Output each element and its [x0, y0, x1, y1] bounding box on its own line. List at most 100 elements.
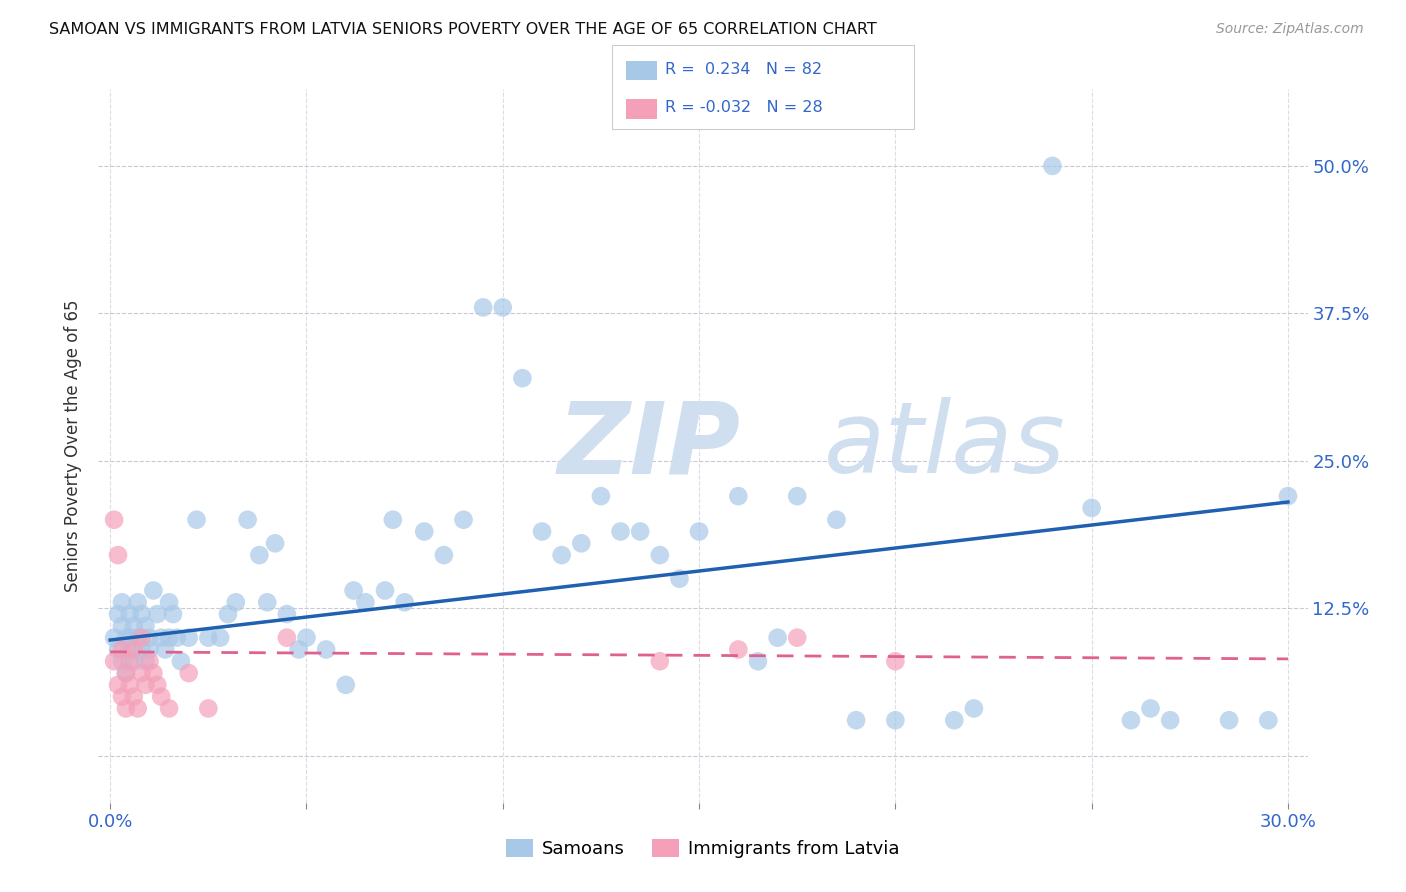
- Samoans: [118, 607, 141, 621]
- Immigrants from Latvia: [103, 654, 125, 668]
- Samoans: [217, 607, 239, 621]
- Samoans: [122, 654, 145, 668]
- Immigrants from Latvia: [135, 678, 157, 692]
- Samoans: [1257, 713, 1279, 727]
- Immigrants from Latvia: [884, 654, 907, 668]
- Immigrants from Latvia: [118, 678, 141, 692]
- Samoans: [256, 595, 278, 609]
- Text: R = -0.032   N = 28: R = -0.032 N = 28: [665, 101, 823, 115]
- Samoans: [342, 583, 364, 598]
- Samoans: [472, 301, 495, 315]
- Samoans: [335, 678, 357, 692]
- Samoans: [531, 524, 554, 539]
- Samoans: [433, 548, 456, 562]
- Samoans: [727, 489, 749, 503]
- Samoans: [884, 713, 907, 727]
- Text: SAMOAN VS IMMIGRANTS FROM LATVIA SENIORS POVERTY OVER THE AGE OF 65 CORRELATION : SAMOAN VS IMMIGRANTS FROM LATVIA SENIORS…: [49, 22, 877, 37]
- Samoans: [845, 713, 868, 727]
- Samoans: [111, 595, 134, 609]
- Immigrants from Latvia: [118, 654, 141, 668]
- Samoans: [381, 513, 404, 527]
- Samoans: [138, 631, 160, 645]
- Samoans: [142, 583, 165, 598]
- Immigrants from Latvia: [111, 642, 134, 657]
- Samoans: [628, 524, 651, 539]
- Immigrants from Latvia: [197, 701, 219, 715]
- Samoans: [150, 631, 173, 645]
- Text: R =  0.234   N = 82: R = 0.234 N = 82: [665, 62, 823, 77]
- Samoans: [264, 536, 287, 550]
- Samoans: [118, 631, 141, 645]
- Samoans: [413, 524, 436, 539]
- Samoans: [766, 631, 789, 645]
- Samoans: [1159, 713, 1181, 727]
- Immigrants from Latvia: [177, 666, 200, 681]
- Samoans: [162, 607, 184, 621]
- Samoans: [315, 642, 337, 657]
- Samoans: [131, 642, 153, 657]
- Samoans: [668, 572, 690, 586]
- Samoans: [512, 371, 534, 385]
- Samoans: [569, 536, 592, 550]
- Immigrants from Latvia: [122, 642, 145, 657]
- Samoans: [153, 642, 176, 657]
- Immigrants from Latvia: [138, 654, 160, 668]
- Samoans: [394, 595, 416, 609]
- Samoans: [295, 631, 318, 645]
- Samoans: [354, 595, 377, 609]
- Immigrants from Latvia: [131, 666, 153, 681]
- Immigrants from Latvia: [107, 678, 129, 692]
- Samoans: [166, 631, 188, 645]
- Samoans: [943, 713, 966, 727]
- Immigrants from Latvia: [648, 654, 671, 668]
- Samoans: [157, 595, 180, 609]
- Samoans: [118, 642, 141, 657]
- Samoans: [225, 595, 247, 609]
- Immigrants from Latvia: [131, 631, 153, 645]
- Immigrants from Latvia: [103, 513, 125, 527]
- Samoans: [276, 607, 298, 621]
- Samoans: [236, 513, 259, 527]
- Samoans: [127, 595, 149, 609]
- Samoans: [138, 642, 160, 657]
- Samoans: [111, 654, 134, 668]
- Samoans: [107, 642, 129, 657]
- Samoans: [177, 631, 200, 645]
- Immigrants from Latvia: [115, 701, 138, 715]
- Samoans: [107, 607, 129, 621]
- Samoans: [492, 301, 515, 315]
- Samoans: [1119, 713, 1142, 727]
- Immigrants from Latvia: [107, 548, 129, 562]
- Samoans: [146, 607, 169, 621]
- Samoans: [825, 513, 848, 527]
- Text: Source: ZipAtlas.com: Source: ZipAtlas.com: [1216, 22, 1364, 37]
- Samoans: [287, 642, 309, 657]
- Immigrants from Latvia: [142, 666, 165, 681]
- Y-axis label: Seniors Poverty Over the Age of 65: Seniors Poverty Over the Age of 65: [65, 300, 83, 592]
- Samoans: [197, 631, 219, 645]
- Samoans: [688, 524, 710, 539]
- Samoans: [170, 654, 193, 668]
- Immigrants from Latvia: [127, 701, 149, 715]
- Samoans: [786, 489, 808, 503]
- Immigrants from Latvia: [122, 690, 145, 704]
- Samoans: [1218, 713, 1240, 727]
- Samoans: [111, 619, 134, 633]
- Samoans: [648, 548, 671, 562]
- Text: ZIP: ZIP: [558, 398, 741, 494]
- Immigrants from Latvia: [146, 678, 169, 692]
- Immigrants from Latvia: [157, 701, 180, 715]
- Samoans: [453, 513, 475, 527]
- Immigrants from Latvia: [111, 690, 134, 704]
- Samoans: [103, 631, 125, 645]
- Samoans: [135, 654, 157, 668]
- Samoans: [1042, 159, 1064, 173]
- Samoans: [115, 631, 138, 645]
- Samoans: [1277, 489, 1299, 503]
- Samoans: [550, 548, 572, 562]
- Samoans: [247, 548, 270, 562]
- Samoans: [127, 631, 149, 645]
- Samoans: [374, 583, 396, 598]
- Samoans: [135, 619, 157, 633]
- Legend: Samoans, Immigrants from Latvia: Samoans, Immigrants from Latvia: [499, 831, 907, 865]
